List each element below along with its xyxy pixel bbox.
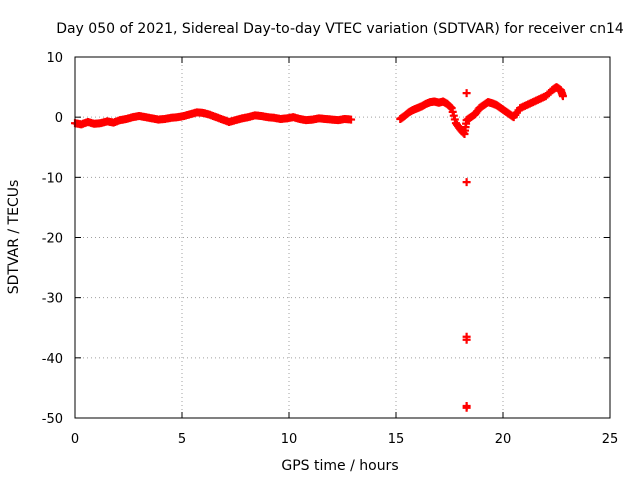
data-point bbox=[443, 99, 452, 108]
data-point bbox=[516, 104, 525, 113]
data-point bbox=[96, 119, 105, 128]
data-point bbox=[479, 101, 488, 110]
data-point bbox=[141, 113, 150, 122]
data-point bbox=[417, 102, 426, 111]
data-point bbox=[475, 104, 484, 113]
data-points bbox=[71, 83, 567, 412]
data-point bbox=[186, 110, 195, 119]
data-point bbox=[122, 114, 131, 123]
data-point bbox=[160, 114, 169, 123]
data-point bbox=[205, 110, 214, 119]
data-point bbox=[77, 120, 86, 129]
data-point bbox=[430, 97, 439, 106]
y-tick-label: 0 bbox=[55, 111, 63, 126]
data-point bbox=[257, 111, 266, 120]
data-point bbox=[83, 117, 92, 126]
data-point bbox=[400, 111, 409, 120]
data-point bbox=[148, 114, 157, 123]
data-point bbox=[509, 113, 518, 122]
tick-labels: 0 5 10 15 20 25 10 0 -10 -20 -30 -40 -50 bbox=[42, 51, 619, 447]
x-tick-label: 5 bbox=[178, 432, 186, 447]
data-point bbox=[270, 113, 279, 122]
data-point bbox=[462, 89, 471, 98]
data-point bbox=[237, 114, 246, 123]
data-point bbox=[456, 125, 465, 134]
plot-frame bbox=[74, 56, 611, 419]
data-point bbox=[404, 108, 413, 117]
data-point bbox=[462, 116, 471, 125]
x-tick-label: 10 bbox=[281, 432, 298, 447]
data-point bbox=[471, 110, 480, 119]
data-point bbox=[462, 178, 471, 187]
data-point bbox=[135, 111, 144, 120]
data-point bbox=[522, 101, 531, 110]
data-point bbox=[421, 99, 430, 108]
x-axis-label: GPS time / hours bbox=[281, 458, 398, 474]
data-point bbox=[413, 104, 422, 113]
data-point bbox=[548, 86, 557, 95]
data-point bbox=[462, 403, 471, 412]
data-point bbox=[460, 130, 469, 139]
data-point bbox=[447, 104, 456, 113]
y-tick-label: -40 bbox=[42, 352, 63, 367]
data-point bbox=[488, 99, 497, 108]
data-point bbox=[115, 116, 124, 125]
data-point bbox=[558, 92, 567, 101]
data-point bbox=[451, 119, 460, 128]
x-tick-label: 15 bbox=[388, 432, 405, 447]
data-point bbox=[462, 335, 471, 344]
data-point bbox=[434, 98, 443, 107]
data-point bbox=[396, 114, 405, 123]
x-tick-label: 20 bbox=[495, 432, 512, 447]
data-point bbox=[218, 115, 227, 124]
data-point bbox=[541, 92, 550, 101]
data-point bbox=[173, 113, 182, 122]
y-tick-label: 10 bbox=[46, 51, 63, 66]
data-point bbox=[128, 113, 137, 122]
data-point bbox=[109, 118, 118, 127]
y-axis-label: SDTVAR / TECUs bbox=[6, 180, 22, 295]
data-point bbox=[199, 108, 208, 117]
data-point bbox=[501, 107, 510, 116]
x-tick-label: 0 bbox=[71, 432, 79, 447]
data-point bbox=[556, 86, 565, 95]
data-point bbox=[295, 114, 304, 123]
data-point bbox=[466, 113, 475, 122]
data-point bbox=[409, 105, 418, 114]
y-tick-label: -20 bbox=[42, 232, 63, 247]
data-point bbox=[552, 83, 561, 92]
y-tick-label: -10 bbox=[42, 171, 63, 186]
data-point bbox=[347, 115, 356, 124]
data-point bbox=[496, 104, 505, 113]
data-point bbox=[439, 97, 448, 106]
chart-title: Day 050 of 2021, Sidereal Day-to-day VTE… bbox=[56, 21, 624, 37]
data-point bbox=[308, 115, 317, 124]
x-tick-label: 25 bbox=[602, 432, 619, 447]
data-point bbox=[492, 101, 501, 110]
data-point bbox=[289, 113, 298, 122]
data-point bbox=[334, 116, 343, 125]
data-point bbox=[484, 98, 493, 107]
data-point bbox=[212, 113, 221, 122]
data-point bbox=[103, 117, 112, 126]
data-point bbox=[505, 110, 514, 119]
data-point bbox=[225, 117, 234, 126]
data-point bbox=[535, 95, 544, 104]
data-point bbox=[231, 116, 240, 125]
data-point bbox=[244, 113, 253, 122]
data-point bbox=[180, 111, 189, 120]
y-tick-label: -50 bbox=[42, 412, 63, 427]
data-point bbox=[282, 114, 291, 123]
data-point bbox=[528, 98, 537, 107]
y-tick-label: -30 bbox=[42, 292, 63, 307]
grid-lines bbox=[75, 57, 610, 418]
